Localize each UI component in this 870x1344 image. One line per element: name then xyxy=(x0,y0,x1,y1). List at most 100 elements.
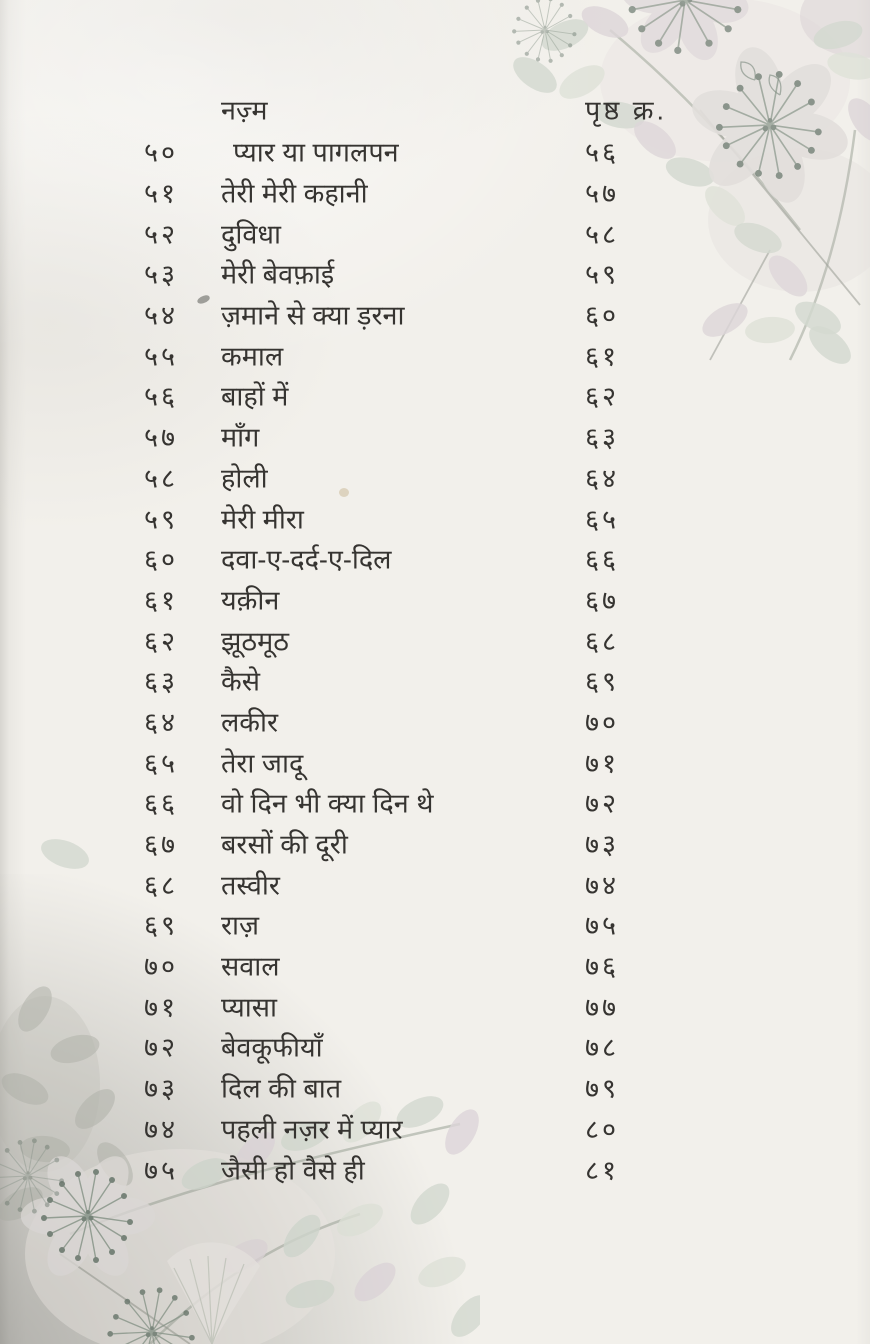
row-page-number: ६७ xyxy=(585,585,620,616)
table-row: ६२ झूठमूठ ६८ xyxy=(0,619,870,660)
row-serial-number: ७० xyxy=(144,951,179,982)
table-row: ६० दवा-ए-दर्द-ए-दिल ६६ xyxy=(0,538,870,579)
flower-burst xyxy=(511,0,577,64)
row-serial-number: ५५ xyxy=(144,341,179,372)
row-page-number: ५७ xyxy=(585,178,620,209)
row-page-number: ६८ xyxy=(585,626,620,657)
row-page-number: ६१ xyxy=(585,341,620,372)
row-serial-number: ५६ xyxy=(144,381,179,412)
table-row: ६८ तस्वीर ७४ xyxy=(0,863,870,904)
table-row: ७१ प्यासा ७७ xyxy=(0,985,870,1026)
row-serial-number: ६४ xyxy=(144,707,179,738)
row-page-number: ७० xyxy=(585,707,620,738)
table-row: ६३ कैसे ६९ xyxy=(0,660,870,701)
row-serial-number: ६८ xyxy=(144,870,179,901)
row-serial-number: ५२ xyxy=(144,219,179,250)
row-serial-number: ७५ xyxy=(144,1155,179,1186)
row-page-number: ८० xyxy=(585,1114,620,1145)
row-serial-number: ६६ xyxy=(144,788,179,819)
row-poem-title: पहली नज़र में प्यार xyxy=(221,1114,403,1145)
fan-petal xyxy=(167,1242,260,1344)
table-row: ६९ राज़ ७५ xyxy=(0,904,870,945)
row-serial-number: ६९ xyxy=(144,910,179,941)
row-page-number: ५८ xyxy=(585,219,620,250)
row-serial-number: ६२ xyxy=(144,626,179,657)
row-poem-title: तस्वीर xyxy=(221,870,280,901)
table-row: ६५ तेरा जादू ७१ xyxy=(0,741,870,782)
row-page-number: ६५ xyxy=(585,504,620,535)
row-poem-title: प्यार या पागलपन xyxy=(233,137,399,168)
row-serial-number: ७२ xyxy=(144,1032,179,1063)
row-poem-title: झूठमूठ xyxy=(221,626,289,657)
table-row: ५३ मेरी बेवफ़ाई ५९ xyxy=(0,253,870,294)
table-row: ५८ होली ६४ xyxy=(0,457,870,498)
row-page-number: ६० xyxy=(585,300,620,331)
column-header-poem: नज़्म xyxy=(221,95,268,125)
row-poem-title: कैसे xyxy=(221,666,260,697)
table-rows: ५० प्यार या पागलपन ५६ ५१ तेरी मेरी कहानी… xyxy=(0,131,870,1189)
table-row: ७० सवाल ७६ xyxy=(0,945,870,986)
row-page-number: ७४ xyxy=(585,870,620,901)
table-row: ५५ कमाल ६१ xyxy=(0,334,870,375)
row-poem-title: बाहों में xyxy=(221,381,289,412)
row-poem-title: होली xyxy=(221,463,268,494)
row-serial-number: ७१ xyxy=(144,992,179,1023)
row-page-number: ७८ xyxy=(585,1032,620,1063)
row-poem-title: लकीर xyxy=(221,707,279,738)
row-page-number: ७९ xyxy=(585,1073,620,1104)
row-serial-number: ५७ xyxy=(144,422,179,453)
row-page-number: ७६ xyxy=(585,951,620,982)
row-serial-number: ५४ xyxy=(144,300,179,331)
row-poem-title: दवा-ए-दर्द-ए-दिल xyxy=(221,544,392,575)
row-poem-title: माँग xyxy=(221,422,260,453)
table-row: ६७ बरसों की दूरी ७३ xyxy=(0,823,870,864)
row-poem-title: कमाल xyxy=(221,341,284,372)
row-poem-title: तेरी मेरी कहानी xyxy=(221,178,368,209)
row-poem-title: मेरी बेवफ़ाई xyxy=(221,259,335,290)
row-page-number: ७७ xyxy=(585,992,620,1023)
row-serial-number: ७३ xyxy=(144,1073,179,1104)
row-poem-title: सवाल xyxy=(221,951,280,982)
flower-blossom xyxy=(612,0,758,73)
table-of-contents: नज़्म पृष्ठ क्र. ५० प्यार या पागलपन ५६ ५… xyxy=(0,86,870,1189)
table-row: ५९ मेरी मीरा ६५ xyxy=(0,497,870,538)
row-serial-number: ६३ xyxy=(144,666,179,697)
row-poem-title: बरसों की दूरी xyxy=(221,829,348,860)
row-poem-title: जैसी हो वैसे ही xyxy=(221,1155,365,1186)
row-poem-title: प्यासा xyxy=(221,992,278,1023)
row-page-number: ५६ xyxy=(585,137,620,168)
row-page-number: ६६ xyxy=(585,544,620,575)
table-row: ६६ वो दिन भी क्या दिन थे ७२ xyxy=(0,782,870,823)
row-serial-number: ६७ xyxy=(144,829,179,860)
row-page-number: ७२ xyxy=(585,788,620,819)
row-page-number: ७५ xyxy=(585,910,620,941)
table-row: ७३ दिल की बात ७९ xyxy=(0,1067,870,1108)
row-serial-number: ६१ xyxy=(144,585,179,616)
row-page-number: ६३ xyxy=(585,422,620,453)
flower-burst xyxy=(106,1286,196,1344)
table-row: ७५ जैसी हो वैसे ही ८१ xyxy=(0,1148,870,1189)
scan-speck xyxy=(339,488,349,497)
row-serial-number: ५० xyxy=(144,137,179,168)
table-row: ५४ ज़माने से क्या ड़रना ६० xyxy=(0,294,870,335)
table-row: ५७ माँग ६३ xyxy=(0,416,870,457)
row-poem-title: तेरा जादू xyxy=(221,748,304,779)
row-page-number: ८१ xyxy=(585,1155,620,1186)
table-row: ६४ लकीर ७० xyxy=(0,701,870,742)
row-poem-title: दुविधा xyxy=(221,219,281,250)
table-row: ५१ तेरी मेरी कहानी ५७ xyxy=(0,172,870,213)
table-row: ७२ बेवकूफीयाँ ७८ xyxy=(0,1026,870,1067)
row-serial-number: ५१ xyxy=(144,178,179,209)
row-page-number: ६२ xyxy=(585,381,620,412)
table-row: ५२ दुविधा ५८ xyxy=(0,212,870,253)
row-page-number: ६४ xyxy=(585,463,620,494)
table-row: ५० प्यार या पागलपन ५६ xyxy=(0,131,870,172)
row-poem-title: राज़ xyxy=(221,910,260,941)
row-page-number: ५९ xyxy=(585,259,620,290)
row-serial-number: ५९ xyxy=(144,504,179,535)
row-poem-title: मेरी मीरा xyxy=(221,504,304,535)
row-page-number: ७३ xyxy=(585,829,620,860)
row-serial-number: ५८ xyxy=(144,463,179,494)
column-header-page: पृष्ठ क्र. xyxy=(585,95,667,125)
